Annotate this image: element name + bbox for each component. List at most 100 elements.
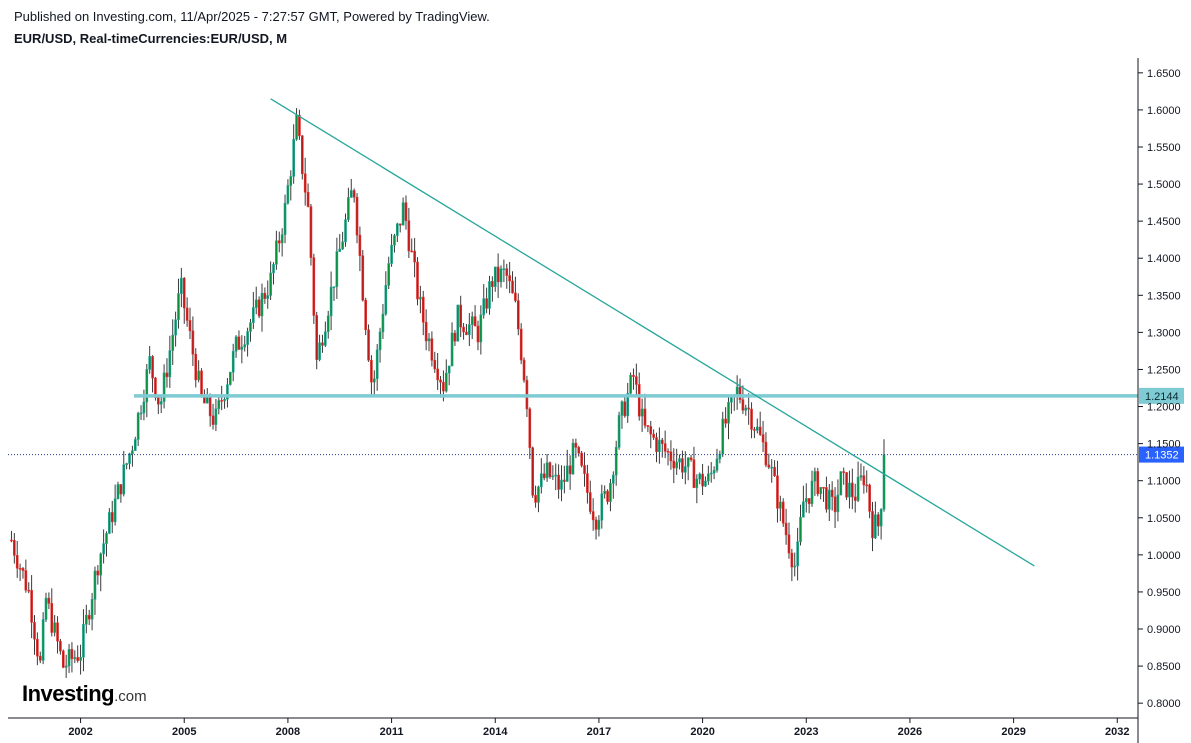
candle-body <box>277 240 281 244</box>
candle-body <box>865 484 869 487</box>
candle-body <box>231 350 235 373</box>
candle-body <box>136 412 140 440</box>
candle-body <box>681 458 684 473</box>
candle-body <box>686 457 690 467</box>
candle-body <box>303 173 307 193</box>
y-tick-label: 1.1000 <box>1147 476 1181 488</box>
candle-body <box>217 400 221 410</box>
x-tick-label: 2008 <box>276 726 300 738</box>
candle-body <box>306 191 310 207</box>
candle-body <box>856 476 860 501</box>
candle-body <box>355 196 359 236</box>
candle-body <box>381 313 385 333</box>
candle-body <box>419 296 422 300</box>
candle-body <box>401 202 405 226</box>
y-tick-label: 0.8000 <box>1147 698 1181 710</box>
candle-body <box>404 202 408 221</box>
candle-body <box>764 441 768 466</box>
candle-body <box>197 370 200 381</box>
candle-body <box>312 257 316 316</box>
candle-body <box>398 223 402 226</box>
candle-body <box>738 386 742 401</box>
candle-body <box>105 533 108 544</box>
candle-body <box>108 512 111 534</box>
candle-body <box>816 471 820 495</box>
candle-body <box>387 263 391 286</box>
candle-body <box>56 622 59 642</box>
candle-body <box>684 466 687 473</box>
candlestick-series <box>10 108 886 678</box>
candle-body <box>370 359 373 383</box>
candle-body <box>133 439 137 451</box>
candle-body <box>614 447 618 476</box>
candle-body <box>617 415 621 448</box>
candle-body <box>416 261 419 300</box>
candle-body <box>807 498 811 505</box>
candle-body <box>874 514 877 539</box>
candle-body <box>82 623 85 658</box>
candle-body <box>447 365 451 374</box>
candle-body <box>41 619 45 661</box>
candle-body <box>830 489 834 498</box>
x-tick-label: 2014 <box>483 726 508 738</box>
candle-body <box>157 397 160 405</box>
candle-body <box>698 473 702 480</box>
candle-body <box>488 281 491 309</box>
candle-body <box>393 235 396 246</box>
candle-body <box>773 466 776 477</box>
candle-body <box>110 512 114 523</box>
candle-body <box>583 465 586 474</box>
candle-body <box>672 460 676 469</box>
last-price-badge <box>1139 446 1184 463</box>
candle-body <box>10 539 13 542</box>
candle-body <box>655 437 658 453</box>
candle-body <box>459 304 462 328</box>
candle-body <box>640 408 644 417</box>
x-tick-label: 2011 <box>380 726 404 738</box>
candle-body <box>214 408 218 425</box>
candle-body <box>24 570 28 591</box>
candle-body <box>825 487 828 510</box>
candle-body <box>73 657 77 660</box>
candle-body <box>560 479 563 490</box>
candle-body <box>542 473 546 479</box>
candle-body <box>799 516 802 543</box>
candle-body <box>165 372 169 378</box>
candle-body <box>721 418 725 455</box>
candle-body <box>822 487 825 489</box>
candle-body <box>637 384 641 417</box>
candle-body <box>557 474 560 490</box>
candle-body <box>862 475 866 486</box>
candle-body <box>185 307 189 321</box>
candle-body <box>779 501 782 509</box>
candle-body <box>27 589 31 592</box>
candle-body <box>76 657 79 661</box>
candle-body <box>87 614 91 620</box>
candle-body <box>79 656 82 661</box>
candle-body <box>704 480 707 487</box>
candle-body <box>485 298 488 309</box>
candle-body <box>626 393 630 417</box>
horizontal-level-badge <box>1139 387 1184 404</box>
candle-body <box>695 478 699 489</box>
candle-body <box>208 396 212 417</box>
candle-body <box>113 498 117 523</box>
candle-body <box>407 220 411 252</box>
candle-body <box>338 248 342 252</box>
candle-body <box>462 326 465 333</box>
candle-body <box>269 272 272 296</box>
candle-body <box>514 292 517 301</box>
candle-body <box>491 281 494 287</box>
candle-body <box>427 338 431 342</box>
candle-body <box>632 374 635 377</box>
candle-body <box>851 482 854 498</box>
candle-body <box>300 135 304 175</box>
candle-body <box>139 412 143 415</box>
candle-body <box>122 464 126 495</box>
downtrend-line <box>270 98 1035 567</box>
candle-body <box>44 597 48 620</box>
candle-body <box>482 298 486 316</box>
candle-body <box>660 439 664 444</box>
candle-body <box>597 519 601 530</box>
